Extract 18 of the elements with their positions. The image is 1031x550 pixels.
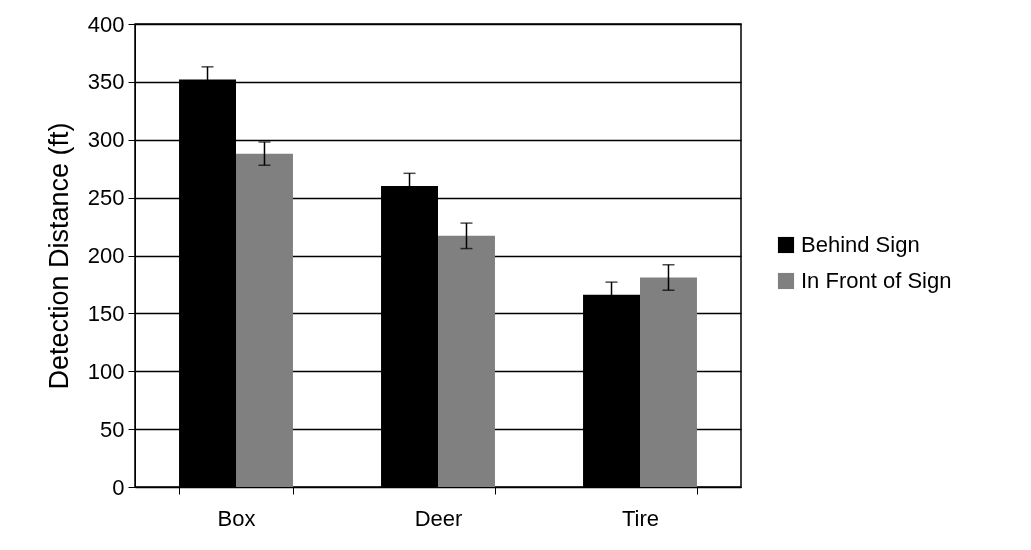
x-tick-label: Tire [621,505,660,531]
bar [640,277,697,487]
y-tick-label: 50 [100,416,125,442]
y-tick-label: 100 [87,358,125,384]
x-tick-label: Deer [414,505,463,531]
y-tick-label: 0 [112,474,125,500]
y-tick-label: 400 [87,11,125,37]
legend-label: In Front of Sign [801,268,952,293]
bar [438,235,495,487]
y-tick-label: 300 [87,127,125,153]
y-tick-label: 150 [87,300,125,326]
y-tick-label: 250 [87,185,125,211]
y-tick-label: 350 [87,69,125,95]
y-axis-title: Detection Distance (ft) [43,122,74,390]
x-tick-label: Box [217,505,256,531]
y-tick-label: 200 [87,243,125,268]
legend-label: Behind Sign [801,232,920,257]
bar [236,153,293,487]
